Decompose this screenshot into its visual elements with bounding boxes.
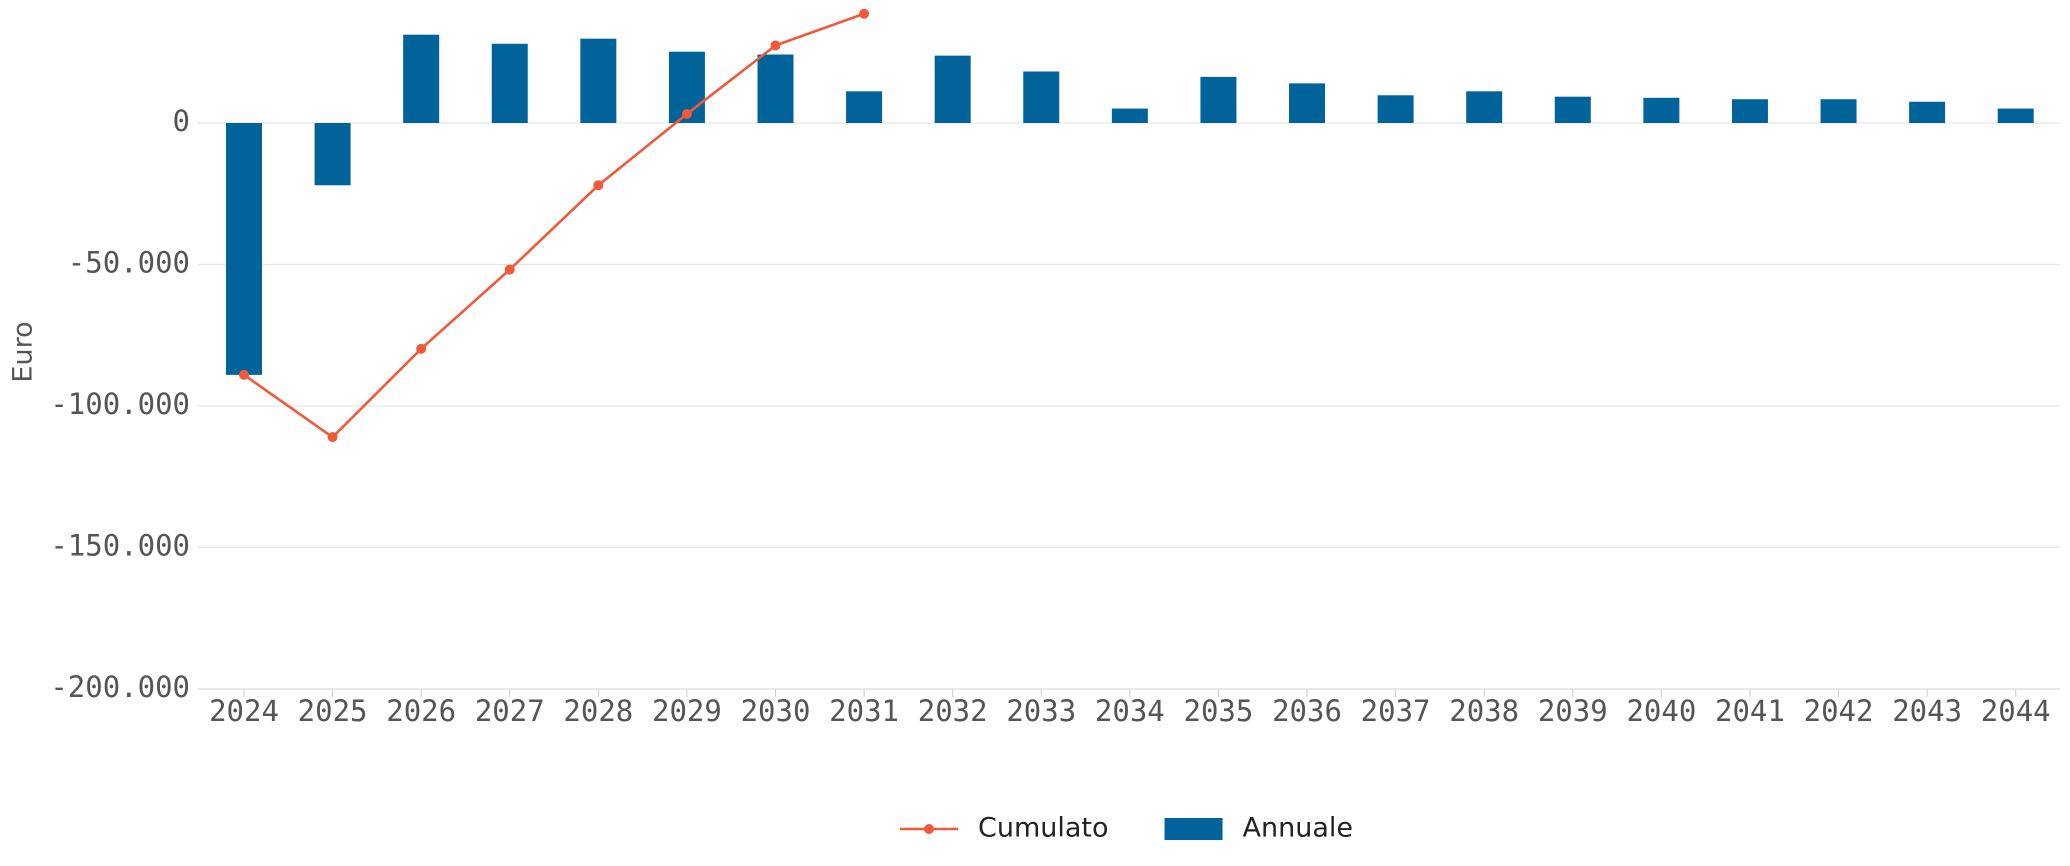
y-tick-label: -200.000 — [50, 670, 190, 704]
line-point — [327, 432, 338, 443]
x-tick-label: 2040 — [1626, 694, 1696, 728]
bar — [934, 55, 971, 124]
line-point — [416, 343, 427, 354]
bar — [1111, 108, 1148, 123]
bar — [1909, 101, 1946, 123]
y-tick-label: 0 — [173, 104, 190, 138]
line-point — [770, 40, 781, 51]
x-tick-label: 2026 — [386, 694, 456, 728]
bar — [1554, 96, 1591, 123]
bar — [1200, 76, 1237, 123]
x-tick-label: 2031 — [829, 694, 899, 728]
x-tick-label: 2043 — [1892, 694, 1962, 728]
x-tick-label: 2032 — [918, 694, 988, 728]
x-tick-label: 2027 — [475, 694, 545, 728]
line-point — [593, 180, 604, 191]
bar — [1023, 71, 1060, 123]
y-tick-label: -50.000 — [68, 246, 190, 280]
bar — [1731, 99, 1768, 123]
bar — [1466, 91, 1503, 123]
y-tick-label: -100.000 — [50, 387, 190, 421]
x-tick-label: 2036 — [1272, 694, 1342, 728]
x-tick-label: 2029 — [652, 694, 722, 728]
bar — [491, 43, 528, 124]
bar — [1377, 95, 1414, 123]
x-tick-label: 2037 — [1361, 694, 1431, 728]
bar — [403, 34, 440, 124]
line — [243, 12, 865, 439]
bar — [846, 91, 883, 123]
legend-label: Cumulato — [978, 813, 1109, 844]
x-tick-label: 2035 — [1184, 694, 1254, 728]
bar — [1820, 99, 1857, 123]
legend-label: Annuale — [1243, 813, 1353, 844]
bar — [1643, 97, 1680, 123]
x-tick-label: 2034 — [1095, 694, 1165, 728]
bar — [314, 123, 351, 186]
x-tick-label: 2024 — [209, 694, 279, 728]
bar — [225, 123, 262, 375]
x-tick-label: 2030 — [741, 694, 811, 728]
line-point — [238, 369, 249, 380]
legend-swatch — [924, 824, 934, 834]
bar — [1997, 108, 2034, 123]
bar — [580, 38, 617, 123]
line-point — [859, 8, 870, 19]
legend-swatch — [1164, 818, 1223, 840]
y-axis-label: Euro — [8, 321, 39, 382]
line-point — [504, 264, 515, 275]
bar — [757, 54, 794, 123]
bar — [1289, 83, 1326, 123]
line-point — [681, 108, 692, 119]
x-tick-label: 2025 — [298, 694, 368, 728]
x-tick-label: 2038 — [1449, 694, 1519, 728]
x-tick-label: 2042 — [1804, 694, 1874, 728]
x-tick-label: 2028 — [563, 694, 633, 728]
y-tick-label: -150.000 — [50, 529, 190, 563]
x-tick-label: 2044 — [1981, 694, 2051, 728]
x-tick-label: 2033 — [1006, 694, 1076, 728]
x-tick-label: 2039 — [1538, 694, 1608, 728]
x-tick-label: 2041 — [1715, 694, 1785, 728]
